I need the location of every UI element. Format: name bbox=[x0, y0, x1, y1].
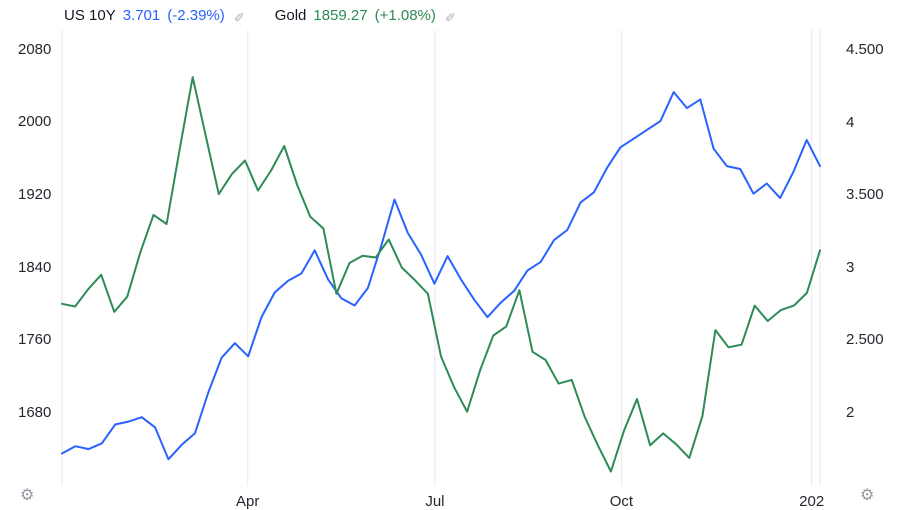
series-name-gold: Gold bbox=[274, 7, 307, 24]
edit-pencil-icon[interactable]: ✎ bbox=[444, 8, 456, 24]
series-change-gold: (+1.08%) bbox=[374, 7, 436, 24]
right-axis-tick-label: 4 bbox=[846, 113, 855, 131]
edit-pencil-icon[interactable]: ✎ bbox=[233, 8, 245, 24]
gear-icon[interactable]: ⚙ bbox=[860, 487, 875, 504]
legend-item-us10y[interactable]: US 10Y 3.701 (-2.39%) ✎ bbox=[64, 7, 245, 24]
x-axis-tick-label: Apr bbox=[236, 493, 260, 510]
left-axis-tick-label: 1840 bbox=[18, 258, 52, 276]
right-axis-tick-label: 3.500 bbox=[846, 186, 884, 204]
legend: US 10Y 3.701 (-2.39%) ✎ Gold 1859.27 (+1… bbox=[64, 7, 456, 24]
right-axis-tick-label: 2 bbox=[846, 403, 855, 421]
left-axis-tick-label: 2000 bbox=[18, 113, 52, 131]
series-line-us-10y bbox=[61, 91, 821, 461]
gear-icon[interactable]: ⚙ bbox=[20, 487, 35, 504]
right-axis-tick-label: 3 bbox=[846, 258, 855, 276]
series-value-gold: 1859.27 bbox=[313, 7, 368, 24]
series-name-us10y: US 10Y bbox=[64, 7, 116, 24]
series-line-gold bbox=[61, 76, 821, 473]
legend-item-gold[interactable]: Gold 1859.27 (+1.08%) ✎ bbox=[275, 7, 456, 24]
series-change-us10y: (-2.39%) bbox=[167, 7, 225, 24]
x-axis-tick-label: Oct bbox=[609, 493, 634, 510]
right-axis-tick-label: 4.500 bbox=[846, 41, 884, 59]
series-value-us10y: 3.701 bbox=[122, 7, 161, 24]
x-axis-tick-label: Jul bbox=[425, 493, 445, 510]
left-axis-tick-label: 1680 bbox=[18, 403, 52, 421]
left-axis-tick-label: 2080 bbox=[18, 40, 52, 58]
right-axis-tick-label: 2.500 bbox=[846, 331, 884, 349]
x-axis-tick-label: 202 bbox=[799, 493, 825, 510]
left-axis-tick-label: 1760 bbox=[18, 331, 52, 349]
left-axis-tick-label: 1920 bbox=[18, 185, 52, 203]
